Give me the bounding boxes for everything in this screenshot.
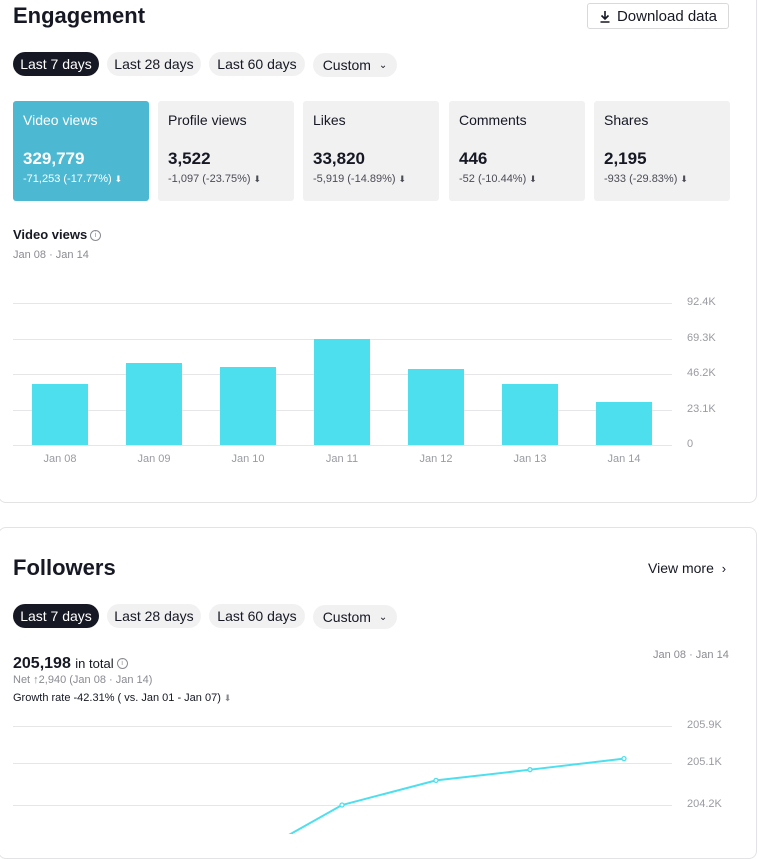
bar[interactable]: [220, 366, 276, 445]
range-label: Last 60 days: [217, 608, 297, 624]
fol-range-last-7-days[interactable]: Last 7 days: [13, 604, 99, 628]
x-tick-label: Jan 13: [513, 453, 547, 465]
metric-value: 33,820: [313, 149, 365, 168]
followers-net-change: Net ↑2,940 (Jan 08 · Jan 14): [13, 674, 153, 686]
video-views-bar-chart: 0 23.1K 46.2K 69.3K 92.4K Jan 08 Jan 09 Jan 10 J…: [13, 296, 716, 465]
chevron-down-icon: ⌄: [378, 611, 388, 623]
video-views-chart-title: Video views i: [13, 227, 102, 242]
metric-label: Shares: [604, 112, 649, 128]
download-icon: [600, 10, 610, 23]
y-tick-label: 23.1K: [687, 403, 716, 415]
range-label: Last 28 days: [114, 608, 194, 624]
info-icon[interactable]: i: [116, 658, 128, 670]
range-label: Last 28 days: [114, 56, 194, 72]
chevron-right-icon: ›: [721, 561, 727, 576]
x-tick-label: Jan 09: [137, 453, 171, 465]
view-more-link[interactable]: View more ›: [648, 560, 727, 576]
range-label: Last 60 days: [217, 56, 297, 72]
metric-video-views[interactable]: Video views 329,779 -71,253 (-17.77%) ⬇: [13, 101, 149, 201]
metric-value: 329,779: [23, 149, 85, 168]
bar[interactable]: [314, 339, 370, 445]
metric-change: -1,097 (-23.75%) ⬇: [168, 173, 262, 185]
down-arrow-icon: ⬇: [398, 174, 407, 184]
metric-value: 3,522: [168, 149, 211, 168]
metric-shares[interactable]: Shares 2,195 -933 (-29.83%) ⬇: [594, 101, 730, 201]
metric-label: Comments: [459, 112, 527, 128]
range-label: Last 7 days: [20, 608, 92, 624]
followers-total: 205,198 in total i: [13, 655, 128, 673]
metric-change: -933 (-29.83%) ⬇: [604, 173, 688, 185]
eng-range-custom[interactable]: Custom ⌄: [313, 53, 397, 77]
eng-range-last-7-days[interactable]: Last 7 days: [13, 52, 99, 76]
followers-growth-rate: Growth rate -42.31% ( vs. Jan 01 - Jan 0…: [13, 692, 232, 704]
chart-date-range: Jan 08 · Jan 14: [13, 249, 89, 261]
download-data-label: Download data: [616, 7, 718, 25]
range-label: Last 7 days: [20, 56, 92, 72]
metric-change: -71,253 (-17.77%) ⬇: [23, 173, 123, 185]
y-tick-label: 0: [687, 438, 694, 450]
metric-comments[interactable]: Comments 446 -52 (-10.44%) ⬇: [449, 101, 585, 201]
metric-label: Likes: [313, 112, 346, 128]
metric-profile-views[interactable]: Profile views 3,522 -1,097 (-23.75%) ⬇: [158, 101, 294, 201]
metric-change: -5,919 (-14.89%) ⬇: [313, 173, 407, 185]
range-label: Custom: [322, 57, 371, 73]
metric-value: 2,195: [604, 149, 647, 168]
down-arrow-icon: ⬇: [680, 174, 688, 184]
fol-range-last-60-days[interactable]: Last 60 days: [209, 604, 305, 628]
metric-likes[interactable]: Likes 33,820 -5,919 (-14.89%) ⬇: [303, 101, 439, 201]
down-arrow-icon: ⬇: [114, 174, 123, 184]
info-icon[interactable]: i: [90, 230, 102, 242]
engagement-title: Engagement: [13, 3, 146, 28]
x-tick-label: Jan 11: [325, 453, 359, 465]
y-tick-label: 69.3K: [687, 332, 716, 344]
bar[interactable]: [596, 402, 652, 445]
eng-range-last-60-days[interactable]: Last 60 days: [209, 52, 305, 76]
chevron-down-icon: ⌄: [378, 59, 388, 71]
range-label: Custom: [322, 609, 371, 625]
metric-change: -52 (-10.44%) ⬇: [459, 173, 537, 185]
download-data-button[interactable]: Download data: [587, 3, 729, 29]
followers-total-value: 205,198: [13, 655, 71, 672]
eng-range-last-28-days[interactable]: Last 28 days: [107, 52, 201, 76]
down-arrow-icon: ⬇: [253, 174, 262, 184]
bar[interactable]: [32, 383, 88, 445]
y-tick-label: 46.2K: [687, 367, 716, 379]
y-gridline: [13, 445, 672, 446]
y-tick-label: 92.4K: [687, 296, 716, 308]
metric-label: Profile views: [168, 112, 247, 128]
fol-range-last-28-days[interactable]: Last 28 days: [107, 604, 201, 628]
down-arrow-icon: ⬇: [529, 174, 537, 184]
metric-label: Video views: [23, 112, 98, 128]
followers-date-range: Jan 08 · Jan 14: [653, 649, 729, 661]
bar[interactable]: [502, 383, 558, 445]
x-tick-label: Jan 14: [607, 453, 641, 465]
metric-value: 446: [459, 149, 488, 168]
bar[interactable]: [126, 363, 182, 445]
x-tick-label: Jan 12: [419, 453, 453, 465]
followers-total-suffix: in total: [75, 656, 114, 671]
y-gridline: [13, 303, 672, 304]
fol-range-custom[interactable]: Custom ⌄: [313, 605, 397, 629]
x-tick-label: Jan 08: [43, 453, 77, 465]
down-arrow-icon: ⬇: [223, 693, 232, 703]
x-tick-label: Jan 10: [231, 453, 265, 465]
followers-title: Followers: [13, 555, 116, 580]
bar[interactable]: [408, 369, 464, 445]
